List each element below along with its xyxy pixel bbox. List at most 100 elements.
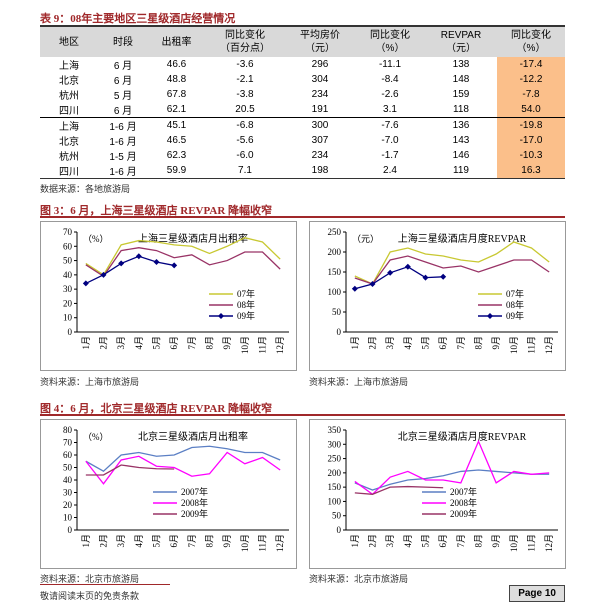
legend-label: 09年 (237, 310, 255, 321)
header-text: （元） (446, 43, 476, 54)
table-cell: 四川 (59, 167, 79, 178)
chart-box: 0 10 20 30 40 50 60 70 1月 2月 3月 4月 5月 6月 7月 8月 9月 10月 11月 1… (40, 221, 297, 371)
table-cell: 146 (452, 150, 470, 161)
x-tick-label: 10月 (240, 336, 250, 354)
table-cell: 118 (453, 104, 469, 115)
y-tick-label: 50 (63, 463, 73, 473)
series-line (354, 439, 550, 496)
y-tick-label: 40 (63, 475, 73, 485)
x-tick-label: 12月 (275, 534, 285, 552)
table-cell: 16.3 (497, 163, 565, 178)
table-cell: 北京 (59, 76, 79, 87)
x-tick-label: 1月 (350, 534, 360, 548)
table-cell: 杭州 (59, 91, 79, 102)
x-tick-label: 3月 (385, 336, 395, 350)
table-cell: -11.1 (378, 59, 402, 70)
figure-title: 图 3：6 月，上海三星级酒店 REVPAR 降幅收窄 (40, 205, 273, 217)
x-tick-label: 5月 (421, 534, 431, 548)
series-line (354, 469, 550, 491)
point (153, 259, 160, 265)
header-text: 出租率 (161, 36, 192, 48)
table-cell: 119 (453, 165, 469, 176)
x-tick-label: 6月 (438, 336, 448, 350)
point (100, 271, 107, 278)
header-text: 平均房价 (300, 30, 340, 41)
table-cell: -1.7 (381, 150, 399, 161)
x-tick-label: 12月 (275, 336, 285, 354)
header-cell: 同比变化 （%） (497, 27, 565, 57)
x-tick-label: 2月 (99, 336, 109, 350)
chart: 0 50 100 150 200 250 1月 2月 3月 4月 5月 6月 7月 8月 9月 10月 11月 1… (328, 227, 558, 354)
x-tick-label: 2月 (99, 534, 109, 548)
figure-source: 资料来源：北京市旅游局 (309, 574, 409, 584)
y-tick-label: 60 (63, 241, 73, 251)
unit-label: （元） (352, 234, 379, 244)
legend-label: 2009年 (450, 508, 477, 519)
header-text: REVPAR (440, 30, 482, 41)
point (171, 262, 178, 269)
table-cell: -2.1 (236, 74, 254, 85)
x-tick-label: 9月 (491, 336, 501, 350)
figure-rule (40, 216, 565, 218)
table-cell: -7.8 (497, 87, 565, 102)
point (387, 269, 394, 276)
table-cell: -3.8 (236, 89, 254, 100)
table-cell: 46.5 (166, 135, 187, 146)
chart-title: 北京三星级酒店月出租率 (138, 430, 248, 443)
table-row: 四川 6 月 62.1 20.5 191 3.1 118 54.0 (40, 102, 565, 118)
x-tick-label: 4月 (134, 336, 144, 350)
table-cell: 6 月 (113, 76, 133, 87)
table-cell: 136 (425, 117, 497, 133)
x-tick-label: 7月 (456, 534, 466, 548)
header-cell: 地区 (40, 27, 98, 57)
chart: 0 10 20 30 40 50 60 70 1月 2月 3月 4月 5月 6月 7月 8月 9月 10月 11月 1… (63, 227, 289, 354)
legend-label: 08年 (506, 299, 524, 310)
x-tick-label: 3月 (116, 336, 126, 350)
header-text: 时段 (113, 36, 133, 48)
table-wrap: 地区 时段 出租率 同比变化 （百分点） 平均房价 （元） 同比变化 （%） REVPAR （元） 同… (40, 25, 565, 179)
y-tick-label: 350 (328, 425, 342, 435)
header-text: （%） (375, 43, 405, 54)
header-text: （百分点） (220, 43, 270, 54)
x-tick-label: 11月 (258, 336, 268, 354)
x-tick-label: 11月 (527, 534, 537, 552)
chart: 0 10 20 30 40 50 60 70 80 1月 2月 3月 4月 5月 6月 7月 8月 9月 10月 11… (63, 425, 289, 552)
table-cell: -5.6 (236, 135, 254, 146)
header-text: 地区 (59, 36, 79, 48)
table-cell: 四川 (59, 106, 79, 117)
series-line (85, 464, 175, 476)
x-tick-label: 8月 (205, 534, 215, 548)
y-tick-label: 100 (328, 287, 342, 297)
legend-label: 2007年 (450, 486, 477, 497)
table-cell: 307 (311, 135, 329, 146)
legend-marker (218, 313, 224, 319)
x-tick-label: 2月 (368, 534, 378, 548)
legend-label: 2008年 (450, 497, 477, 508)
y-tick-label: 80 (63, 425, 73, 435)
table-cell: 67.8 (166, 89, 187, 100)
point (422, 274, 429, 281)
series-line (85, 237, 281, 276)
table-cell: 296 (311, 59, 329, 70)
series-line (85, 247, 281, 278)
y-tick-label: 50 (332, 511, 342, 521)
x-tick-label: 5月 (152, 534, 162, 548)
header-text: 同比变化 (370, 30, 410, 41)
x-tick-label: 4月 (134, 534, 144, 548)
y-tick-label: 20 (63, 500, 73, 510)
y-tick-label: 0 (337, 327, 342, 337)
point (135, 253, 142, 260)
y-tick-label: 50 (332, 307, 342, 317)
chart-box: 0 10 20 30 40 50 60 70 80 1月 2月 3月 4月 5月 6月 7月 8月 9月 10月 11… (40, 419, 297, 569)
x-tick-label: 7月 (187, 336, 197, 350)
table-cell: 304 (311, 74, 329, 85)
y-tick-label: 40 (63, 270, 73, 280)
table-cell: -10.3 (497, 148, 565, 163)
table-cell: -17.4 (497, 57, 565, 72)
figure-source: 资料来源：北京市旅游局 (40, 574, 140, 584)
point (351, 285, 358, 292)
y-tick-label: 20 (63, 298, 73, 308)
figure-title: 图 4：6 月，北京三星级酒店 REVPAR 降幅收窄 (40, 403, 273, 415)
y-tick-label: 100 (328, 496, 342, 506)
